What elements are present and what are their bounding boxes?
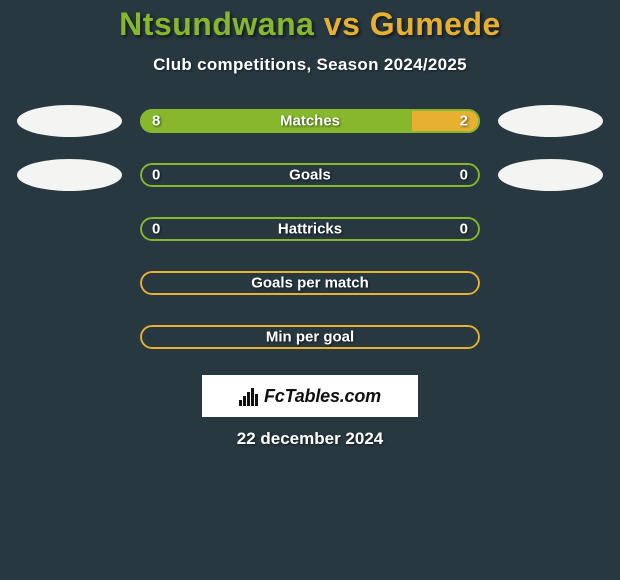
subtitle: Club competitions, Season 2024/2025 [0,55,620,75]
stat-label: Goals per match [251,275,369,292]
player-left-ellipse [17,105,122,137]
source-logo-text: FcTables.com [264,386,381,407]
player-left-ellipse [17,159,122,191]
stat-row: 0 0 Goals [0,159,620,191]
player-left-name: Ntsundwana [119,6,314,42]
stat-bar: 0 0 Hattricks [140,217,480,241]
stat-label: Min per goal [266,329,354,346]
stat-bar: 8 2 Matches [140,109,480,133]
title-vs: vs [324,6,361,42]
source-logo: FcTables.com [202,375,418,417]
bar-fill-left [140,109,412,133]
infographic-container: Ntsundwana vs Gumede Club competitions, … [0,0,620,449]
stat-row: Goals per match [0,267,620,299]
stat-value-left: 0 [152,221,160,238]
date-text: 22 december 2024 [0,429,620,449]
stat-bar: 0 0 Goals [140,163,480,187]
stat-value-left: 0 [152,167,160,184]
stat-value-left: 8 [152,113,160,130]
stat-label: Goals [289,167,331,184]
player-right-name: Gumede [370,6,501,42]
stat-row: 0 0 Hattricks [0,213,620,245]
page-title: Ntsundwana vs Gumede [0,6,620,43]
stat-label: Hattricks [278,221,342,238]
stat-row: 8 2 Matches [0,105,620,137]
stat-bar: Goals per match [140,271,480,295]
stat-row: Min per goal [0,321,620,353]
stat-value-right: 0 [460,167,468,184]
bars-icon [239,386,258,406]
player-right-ellipse [498,159,603,191]
stat-value-right: 2 [460,113,468,130]
player-right-ellipse [498,105,603,137]
stat-bar: Min per goal [140,325,480,349]
stat-value-right: 0 [460,221,468,238]
stats-list: 8 2 Matches 0 0 Goals 0 0 Hattricks Goals per mat… [0,105,620,353]
stat-label: Matches [280,113,340,130]
bar-fill-right [412,109,480,133]
